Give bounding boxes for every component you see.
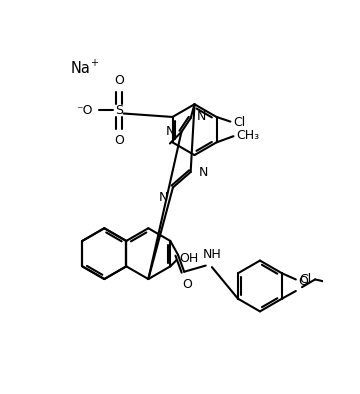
Text: O: O <box>182 278 192 291</box>
Text: ⁻O: ⁻O <box>76 104 93 117</box>
Text: CH₃: CH₃ <box>237 129 260 142</box>
Text: N: N <box>197 110 206 123</box>
Text: N: N <box>159 191 168 203</box>
Text: O: O <box>114 74 124 87</box>
Text: Cl: Cl <box>233 116 246 129</box>
Text: O: O <box>114 134 124 147</box>
Text: N: N <box>198 165 208 178</box>
Text: Na: Na <box>71 61 90 76</box>
Text: S: S <box>115 104 123 117</box>
Text: N: N <box>166 125 175 138</box>
Text: OH: OH <box>180 252 199 265</box>
Text: Cl: Cl <box>299 273 311 286</box>
Text: O: O <box>298 275 308 288</box>
Text: NH: NH <box>203 248 221 261</box>
Text: +: + <box>90 58 98 68</box>
